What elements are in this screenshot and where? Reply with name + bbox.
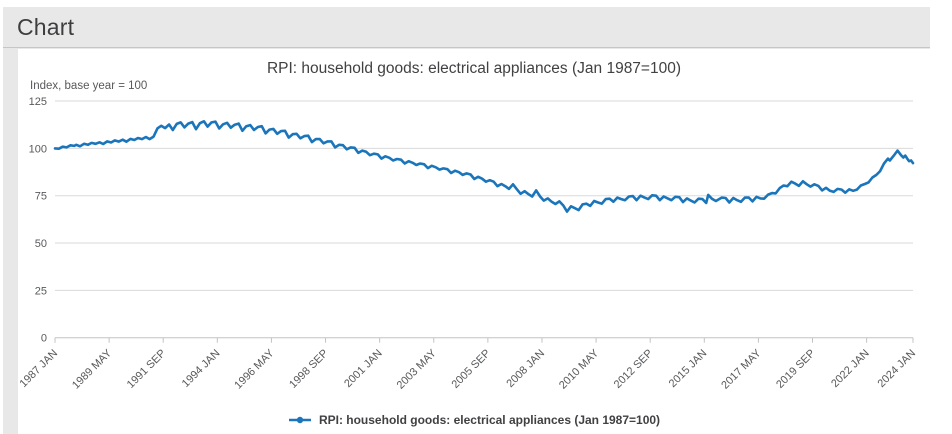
x-tick-label: 1989 MAY [70, 347, 115, 392]
x-tick-label: 2022 JAN [829, 347, 872, 390]
widget-header: Chart [3, 7, 930, 48]
y-tick-label: 50 [35, 238, 47, 250]
page-title: Chart [17, 13, 75, 40]
x-tick-label: 2015 JAN [667, 347, 710, 390]
y-tick-label: 75 [35, 191, 47, 203]
y-tick-label: 125 [29, 96, 47, 108]
y-axis-unit-label: Index, base year = 100 [30, 80, 148, 92]
x-tick-label: 1998 SEP [287, 347, 331, 391]
legend-line-marker-icon [288, 416, 311, 424]
chart-widget-panel: Chart RPI: household goods: electrical a… [3, 7, 930, 434]
x-tick-label: 1996 MAY [232, 347, 277, 392]
y-tick-label: 0 [41, 333, 47, 345]
x-tick-label: 2003 MAY [395, 347, 440, 392]
x-tick-label: 1987 JAN [18, 347, 60, 390]
legend-label: RPI: household goods: electrical applian… [318, 413, 661, 427]
chart-title: RPI: household goods: electrical applian… [266, 60, 682, 77]
x-tick-label: 2019 SEP [774, 347, 818, 391]
data-series-line[interactable] [53, 120, 915, 213]
x-tick-label: 2017 MAY [719, 347, 764, 392]
x-tick-label: 2001 JAN [342, 347, 385, 390]
chart-card: RPI: household goods: electrical applian… [18, 49, 930, 434]
x-tick-label: 2008 JAN [504, 347, 547, 390]
x-tick-label: 2005 SEP [449, 347, 493, 391]
y-tick-label: 100 [29, 143, 47, 155]
x-tick-label: 1994 JAN [180, 347, 223, 390]
line-chart-canvas[interactable]: 125 100 75 50 25 0 1987 JAN 1989 MAY 1991 SEP 199… [18, 49, 930, 434]
legend-item[interactable]: RPI: household goods: electrical applian… [288, 413, 660, 427]
x-tick-label: 2010 MAY [557, 347, 602, 392]
x-tick-label: 2024 JAN [875, 347, 918, 390]
chart-legend: RPI: household goods: electrical applian… [18, 413, 930, 427]
x-tick-label: 1991 SEP [125, 347, 169, 391]
y-tick-label: 25 [35, 285, 47, 297]
x-tick-label: 2012 SEP [612, 347, 656, 391]
